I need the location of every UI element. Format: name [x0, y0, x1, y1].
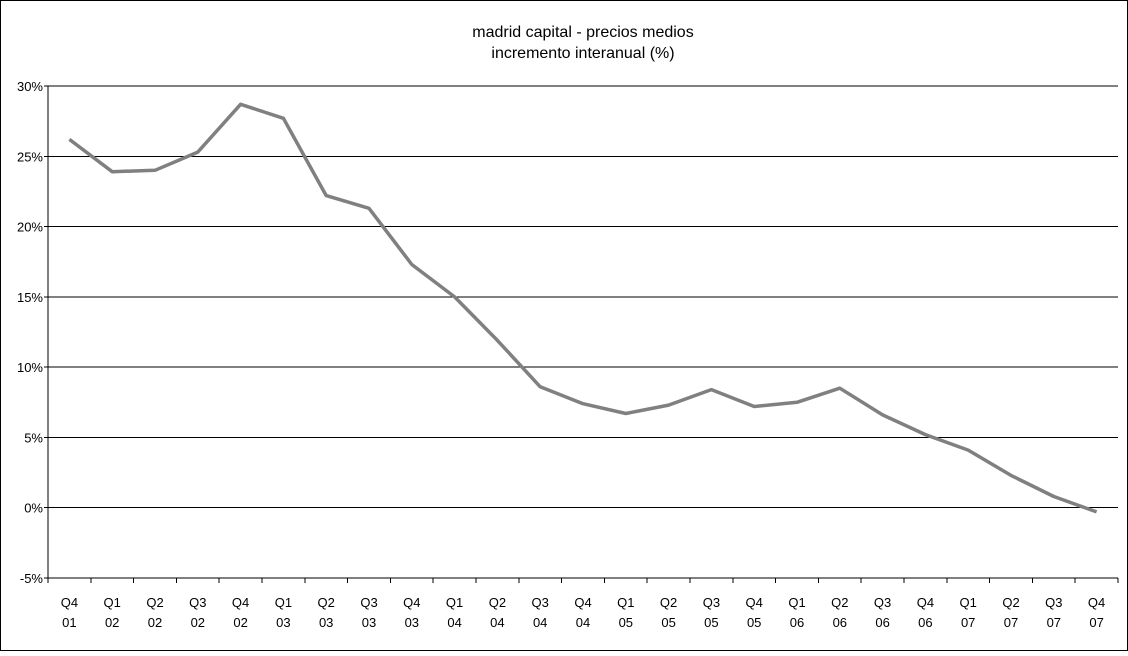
x-tick-label: Q3: [1045, 595, 1062, 610]
x-tick-label: 04: [490, 615, 504, 630]
y-tick-label: 10%: [17, 360, 43, 375]
x-tick-label: Q3: [189, 595, 206, 610]
x-tick-label: 05: [619, 615, 633, 630]
x-tick-label: 06: [875, 615, 889, 630]
x-tick-label: Q4: [1088, 595, 1105, 610]
y-tick-label: 0%: [24, 501, 43, 516]
x-tick-label: 04: [576, 615, 590, 630]
x-tick-label: 02: [105, 615, 119, 630]
x-tick-label: 07: [961, 615, 975, 630]
x-tick-label: Q2: [660, 595, 677, 610]
x-tick-label: 02: [148, 615, 162, 630]
x-tick-label: 02: [191, 615, 205, 630]
x-tick-label: Q4: [574, 595, 591, 610]
x-tick-label: Q4: [232, 595, 249, 610]
x-tick-label: Q4: [917, 595, 934, 610]
x-tick-label: 01: [62, 615, 76, 630]
x-tick-label: 02: [233, 615, 247, 630]
x-tick-label: Q1: [617, 595, 634, 610]
x-tick-label: 03: [276, 615, 290, 630]
chart-title-line-2: incremento interanual (%): [491, 45, 674, 62]
x-tick-label: Q1: [960, 595, 977, 610]
y-tick-label: -5%: [20, 571, 44, 586]
x-tick-label: 06: [918, 615, 932, 630]
x-tick-label: 04: [447, 615, 461, 630]
x-tick-label: 07: [1089, 615, 1103, 630]
x-tick-label: Q4: [61, 595, 78, 610]
x-tick-label: Q2: [1002, 595, 1019, 610]
x-tick-label: Q1: [446, 595, 463, 610]
x-tick-label: Q3: [360, 595, 377, 610]
y-tick-label: 30%: [17, 79, 43, 94]
chart-title-line-1: madrid capital - precios medios: [472, 24, 693, 41]
x-tick-label: Q2: [318, 595, 335, 610]
x-tick-label: 07: [1047, 615, 1061, 630]
x-tick-label: 03: [362, 615, 376, 630]
x-tick-label: Q1: [104, 595, 121, 610]
x-tick-label: 06: [790, 615, 804, 630]
y-tick-label: 20%: [17, 220, 43, 235]
x-tick-label: Q3: [532, 595, 549, 610]
x-tick-label: 03: [319, 615, 333, 630]
x-tick-label: Q2: [831, 595, 848, 610]
x-tick-label: Q4: [403, 595, 420, 610]
x-tick-label: 04: [533, 615, 547, 630]
x-tick-label: 03: [405, 615, 419, 630]
x-tick-label: 07: [1004, 615, 1018, 630]
x-tick-label: 05: [661, 615, 675, 630]
x-tick-label: Q3: [874, 595, 891, 610]
x-tick-label: Q2: [146, 595, 163, 610]
y-tick-label: 25%: [17, 149, 43, 164]
x-tick-label: Q4: [746, 595, 763, 610]
x-tick-label: Q3: [703, 595, 720, 610]
x-tick-label: 05: [747, 615, 761, 630]
x-tick-label: Q2: [489, 595, 506, 610]
x-tick-label: Q1: [275, 595, 292, 610]
y-tick-label: 5%: [24, 430, 43, 445]
x-tick-label: 05: [704, 615, 718, 630]
x-tick-label: Q1: [788, 595, 805, 610]
y-tick-label: 15%: [17, 290, 43, 305]
x-tick-label: 06: [833, 615, 847, 630]
